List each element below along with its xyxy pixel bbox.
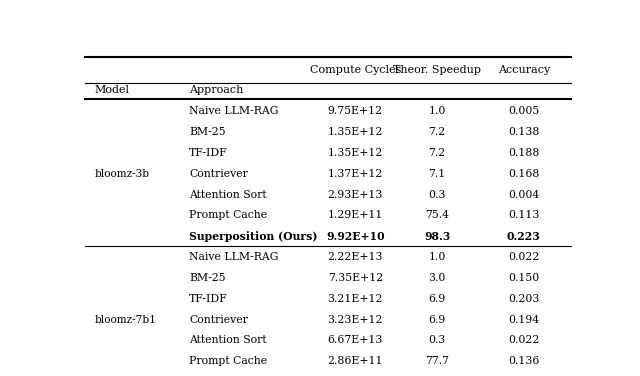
Text: 6.9: 6.9 [429, 315, 445, 324]
Text: 7.35E+12: 7.35E+12 [328, 273, 383, 283]
Text: 1.35E+12: 1.35E+12 [328, 127, 383, 137]
Text: Accuracy: Accuracy [498, 65, 550, 75]
Text: 0.203: 0.203 [508, 294, 540, 304]
Text: 1.0: 1.0 [428, 252, 446, 262]
Text: 0.004: 0.004 [508, 190, 540, 200]
Text: Prompt Cache: Prompt Cache [189, 356, 268, 366]
Text: 0.022: 0.022 [508, 252, 540, 262]
Text: 98.3: 98.3 [424, 231, 451, 242]
Text: BM-25: BM-25 [189, 127, 226, 137]
Text: 9.92E+10: 9.92E+10 [326, 231, 385, 242]
Text: 0.005: 0.005 [508, 106, 540, 116]
Text: Theor. Speedup: Theor. Speedup [393, 65, 481, 75]
Text: 0.188: 0.188 [508, 148, 540, 158]
Text: bloomz-3b: bloomz-3b [95, 169, 150, 179]
Text: 0.194: 0.194 [508, 315, 540, 324]
Text: Approach: Approach [189, 85, 243, 95]
Text: Naive LLM-RAG: Naive LLM-RAG [189, 252, 278, 262]
Text: 0.3: 0.3 [428, 335, 446, 346]
Text: 0.113: 0.113 [508, 211, 540, 220]
Text: Prompt Cache: Prompt Cache [189, 211, 268, 220]
Text: 77.7: 77.7 [425, 356, 449, 366]
Text: 3.23E+12: 3.23E+12 [328, 315, 383, 324]
Text: Attention Sort: Attention Sort [189, 190, 267, 200]
Text: 7.2: 7.2 [429, 148, 445, 158]
Text: TF-IDF: TF-IDF [189, 294, 228, 304]
Text: Contriever: Contriever [189, 169, 248, 179]
Text: 0.223: 0.223 [507, 231, 541, 242]
Text: bloomz-7b1: bloomz-7b1 [95, 315, 157, 324]
Text: Naive LLM-RAG: Naive LLM-RAG [189, 106, 278, 116]
Text: 2.93E+13: 2.93E+13 [328, 190, 383, 200]
Text: 1.37E+12: 1.37E+12 [328, 169, 383, 179]
Text: BM-25: BM-25 [189, 273, 226, 283]
Text: 2.22E+13: 2.22E+13 [328, 252, 383, 262]
Text: Superposition (Ours): Superposition (Ours) [189, 231, 317, 242]
Text: 1.0: 1.0 [428, 106, 446, 116]
Text: 75.4: 75.4 [425, 211, 449, 220]
Text: 3.0: 3.0 [428, 273, 446, 283]
Text: 6.9: 6.9 [429, 294, 445, 304]
Text: 7.2: 7.2 [429, 127, 445, 137]
Text: 0.3: 0.3 [428, 190, 446, 200]
Text: Compute Cycles: Compute Cycles [310, 65, 401, 75]
Text: Contriever: Contriever [189, 315, 248, 324]
Text: 1.35E+12: 1.35E+12 [328, 148, 383, 158]
Text: 6.67E+13: 6.67E+13 [328, 335, 383, 346]
Text: 9.75E+12: 9.75E+12 [328, 106, 383, 116]
Text: 1.29E+11: 1.29E+11 [328, 211, 383, 220]
Text: 3.21E+12: 3.21E+12 [328, 294, 383, 304]
Text: 7.1: 7.1 [429, 169, 445, 179]
Text: 0.138: 0.138 [508, 127, 540, 137]
Text: Model: Model [95, 85, 130, 95]
Text: Attention Sort: Attention Sort [189, 335, 267, 346]
Text: 0.136: 0.136 [508, 356, 540, 366]
Text: 0.022: 0.022 [508, 335, 540, 346]
Text: 0.150: 0.150 [508, 273, 540, 283]
Text: 2.86E+11: 2.86E+11 [328, 356, 383, 366]
Text: TF-IDF: TF-IDF [189, 148, 228, 158]
Text: 0.168: 0.168 [508, 169, 540, 179]
